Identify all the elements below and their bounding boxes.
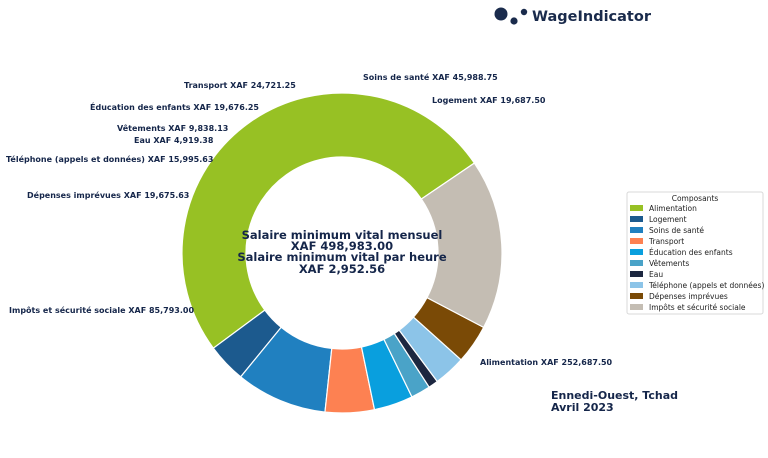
legend-swatch-education-des-enfants <box>630 249 643 255</box>
location-place: Ennedi-Ouest, Tchad <box>551 389 678 402</box>
legend-items: Alimentation Logement Soins de santé Transp… <box>630 204 764 312</box>
legend-swatch-eau <box>630 271 643 277</box>
legend-label-impots-et-securite-sociale: Impôts et sécurité sociale <box>649 303 746 312</box>
legend-title: Composants <box>672 194 719 203</box>
brand-name: WageIndicator <box>532 9 652 25</box>
slice-impots-et-securite-sociale[interactable] <box>420 162 503 329</box>
location-date: Avril 2023 <box>551 401 614 414</box>
slice-labels-layer: Alimentation XAF 252,687.50 Logement XAF … <box>6 72 613 367</box>
legend-label-alimentation: Alimentation <box>649 204 697 213</box>
slices-layer <box>181 92 503 414</box>
legend-label-vetements: Vêtements <box>649 259 689 268</box>
legend-label-soins-de-sante: Soins de santé <box>649 226 704 235</box>
slice-alimentation[interactable] <box>181 92 476 350</box>
legend-swatch-logement <box>630 216 643 222</box>
wageindicator-logo[interactable]: WageIndicator <box>494 7 652 26</box>
slice-label-vetements: Vêtements XAF 9,838.13 <box>117 123 228 133</box>
slice-label-impots-et-securite-sociale: Impôts et sécurité sociale XAF 85,793.00 <box>9 305 194 315</box>
legend-swatch-alimentation <box>630 205 643 211</box>
center-line-monthly-value: XAF 498,983.00 <box>291 239 393 253</box>
location-block: Ennedi-Ouest, Tchad Avril 2023 <box>551 389 678 414</box>
logo-dot-small-top <box>520 8 528 16</box>
center-line-monthly-label: Salaire minimum vital mensuel <box>242 228 443 242</box>
legend-label-eau: Eau <box>649 270 663 279</box>
logo-dot-large <box>494 7 508 21</box>
legend-swatch-soins-de-sante <box>630 227 643 233</box>
slice-label-telephone-appels-et-donnees: Téléphone (appels et données) XAF 15,995… <box>6 154 213 164</box>
slice-label-logement: Logement XAF 19,687.50 <box>432 96 546 105</box>
slice-label-education-des-enfants: Éducation des enfants XAF 19,676.25 <box>90 101 259 112</box>
legend-swatch-transport <box>630 238 643 244</box>
slice-label-alimentation: Alimentation XAF 252,687.50 <box>480 358 613 367</box>
legend-swatch-impots-et-securite-sociale <box>630 304 643 310</box>
slice-label-eau: Eau XAF 4,919.38 <box>134 136 214 145</box>
legend-label-transport: Transport <box>648 237 684 246</box>
legend: Composants Alimentation Logement Soins de … <box>626 191 764 315</box>
slice-label-transport: Transport XAF 24,721.25 <box>184 81 296 90</box>
legend-swatch-vetements <box>630 260 643 266</box>
legend-swatch-telephone-appels-et-donnees <box>630 282 643 288</box>
legend-frame <box>626 191 764 315</box>
slice-label-depenses-imprevues: Dépenses imprévues XAF 19,675.63 <box>27 190 189 200</box>
center-line-hourly-label: Salaire minimum vital par heure <box>237 250 447 264</box>
legend-label-depenses-imprevues: Dépenses imprévues <box>649 292 728 301</box>
legend-swatch-depenses-imprevues <box>630 293 643 299</box>
slice-label-soins-de-sante: Soins de santé XAF 45,988.75 <box>363 72 498 82</box>
center-summary: Salaire minimum vital mensuel XAF 498,98… <box>237 228 447 276</box>
logo-dot-small-bottom <box>510 17 518 25</box>
legend-label-telephone-appels-et-donnees: Téléphone (appels et données) <box>648 281 764 290</box>
legend-label-logement: Logement <box>649 215 687 224</box>
legend-label-education-des-enfants: Éducation des enfants <box>649 248 733 257</box>
center-line-hourly-value: XAF 2,952.56 <box>299 262 385 276</box>
